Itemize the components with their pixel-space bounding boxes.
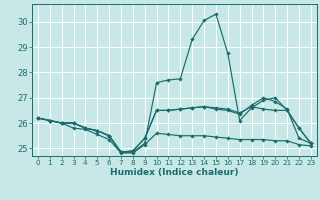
X-axis label: Humidex (Indice chaleur): Humidex (Indice chaleur): [110, 168, 239, 177]
